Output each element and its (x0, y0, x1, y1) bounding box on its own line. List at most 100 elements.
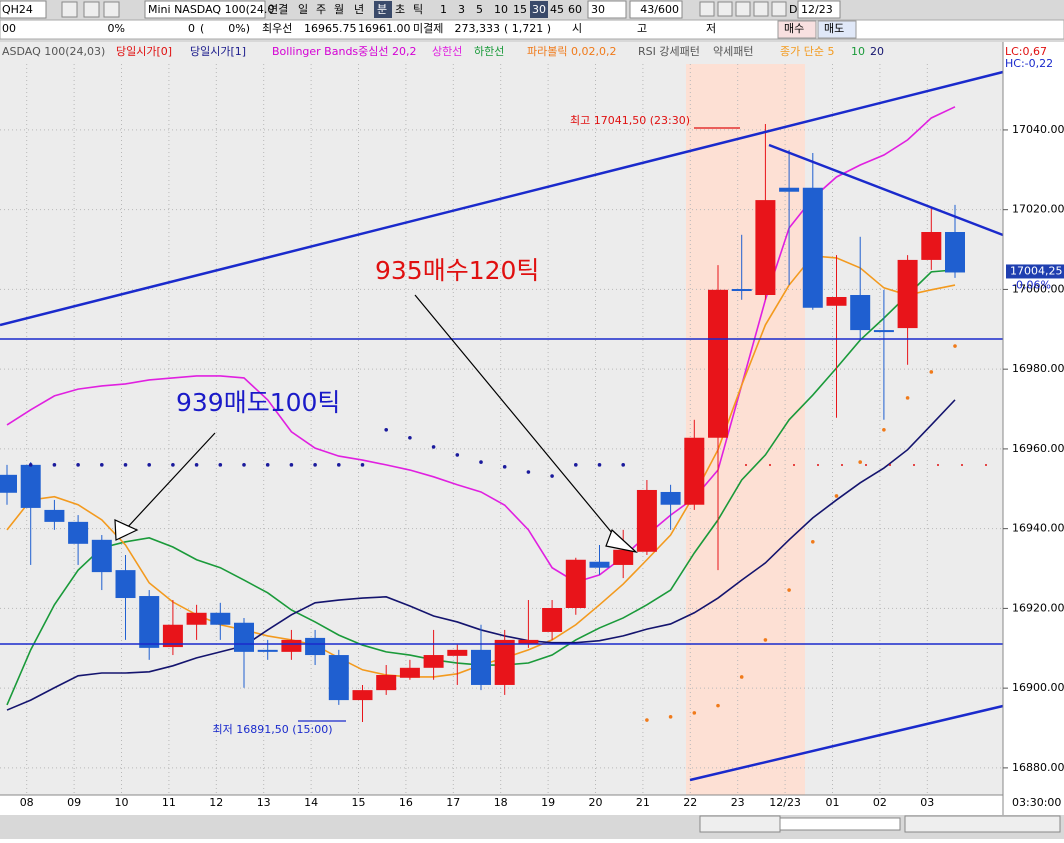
sell-button[interactable] (817, 20, 857, 39)
period-button[interactable]: 주 (316, 3, 326, 16)
quote-pct2: 0%) (228, 22, 250, 35)
y-tick-label: 16980.00 (1012, 362, 1064, 375)
icon[interactable] (753, 1, 769, 17)
x-tick-label: 15 (352, 796, 366, 809)
buy-label[interactable]: 매수 (784, 22, 804, 35)
arrow-head (114, 519, 638, 554)
count-box (629, 0, 683, 19)
sell-label[interactable]: 매도 (824, 22, 844, 35)
legend-entry: 10 (851, 45, 865, 58)
x-tick-label: 21 (636, 796, 650, 809)
y-tick-label: 17040.00 (1012, 123, 1064, 136)
d-flag[interactable]: D (789, 3, 797, 16)
parabolic-dot (668, 715, 673, 719)
icon[interactable] (699, 1, 715, 17)
last-price: 17004,25 (1010, 264, 1063, 277)
toolbar: QH24 Mini NASDAQ 100(24.0 30 43/600 D 12… (0, 0, 1064, 40)
interval-button[interactable]: 60 (568, 3, 582, 16)
parabolic-dot (645, 718, 649, 722)
search-icon[interactable] (61, 1, 78, 18)
drawings (0, 70, 1004, 782)
candle-body (826, 296, 847, 306)
parabolic-dot (787, 588, 791, 592)
period-button[interactable]: 분 (377, 3, 387, 16)
legend-entry: 하한선 (474, 44, 504, 58)
scroll-buttons[interactable] (699, 815, 781, 833)
interval-button[interactable]: 45 (550, 3, 564, 16)
session-shade (686, 64, 805, 795)
parabolic-dot (360, 463, 365, 467)
candle-body (613, 549, 634, 565)
x-tick-label: 10 (115, 796, 129, 809)
icon[interactable] (103, 1, 120, 18)
period-button[interactable]: 초 (395, 3, 405, 16)
candle-body (162, 624, 183, 648)
date[interactable]: 12/23 (801, 3, 833, 16)
y-tick-label: 17000.00 (1012, 282, 1064, 295)
icon[interactable] (83, 1, 100, 18)
period-button[interactable]: 월 (334, 3, 344, 16)
candle-body (518, 639, 539, 644)
y-tick-label: 16900.00 (1012, 681, 1064, 694)
x-tick-label: 16 (399, 796, 413, 809)
interval-button[interactable]: 1 (440, 3, 447, 16)
interval-button[interactable]: 3 (458, 3, 465, 16)
parabolic-dot (716, 703, 720, 708)
period-button[interactable]: 년 (354, 3, 364, 16)
period-button[interactable]: 연결 (268, 3, 288, 16)
period-button[interactable]: 틱 (413, 3, 423, 16)
interval-button[interactable]: 10 (494, 3, 508, 16)
best-label: 최우선 (262, 22, 292, 35)
buy-button[interactable] (777, 20, 817, 39)
candle-body (755, 200, 776, 295)
parabolic-dot (76, 463, 80, 467)
scrollbar[interactable] (779, 817, 901, 831)
candle-body (257, 649, 278, 652)
candle-body (68, 521, 89, 544)
date-box[interactable] (797, 0, 841, 19)
icon[interactable] (771, 1, 787, 17)
candle-body (708, 289, 728, 438)
candle-body (873, 330, 894, 333)
candle-body (565, 559, 586, 608)
low-note: 최저 16891,50 (15:00) (212, 723, 332, 736)
parabolic-dot (929, 370, 934, 374)
x-tick-label: 17 (446, 796, 460, 809)
legend-entry: 20 (870, 45, 884, 58)
parabolic-dot (100, 463, 104, 467)
interval-button[interactable]: 5 (476, 3, 483, 16)
parabolic-dot (574, 463, 578, 467)
icon[interactable] (735, 1, 751, 17)
icon[interactable] (717, 1, 733, 17)
x-tick-label: 14 (304, 796, 318, 809)
x-tick-label: 22 (683, 796, 697, 809)
interval-input-box[interactable] (587, 0, 627, 19)
quote-code: 00 (2, 22, 16, 35)
quote-paren: ( (200, 22, 204, 35)
interval-input[interactable]: 30 (591, 3, 605, 16)
x-tick-label: 08 (20, 796, 34, 809)
candle-body (328, 655, 349, 701)
high-label: 고 (637, 22, 647, 35)
symbol-box[interactable] (0, 0, 47, 19)
parabolic-dot (218, 463, 223, 467)
hc: HC:-0,22 (1005, 57, 1053, 70)
candle-body (376, 674, 397, 691)
lc: LC:0,67 (1005, 45, 1047, 58)
candle-body (897, 259, 918, 329)
interval-button[interactable]: 15 (513, 3, 527, 16)
interval-button[interactable]: 30 (532, 3, 546, 16)
zoom-buttons[interactable] (904, 815, 1061, 833)
parabolic-dot (597, 463, 602, 467)
parabolic-dot (313, 463, 317, 467)
interval-selected[interactable] (530, 1, 548, 18)
legend-entry: 약세패턴 (713, 44, 753, 58)
symbol[interactable]: QH24 (2, 3, 33, 16)
best-ask: 16965.75 (304, 22, 357, 35)
y-tick-label: 16940.00 (1012, 522, 1064, 535)
parabolic-dot (479, 460, 483, 464)
period-selected[interactable] (374, 1, 392, 18)
parabolic-dot (502, 465, 507, 469)
x-tick-label: 03 (920, 796, 934, 809)
period-button[interactable]: 일 (298, 2, 308, 16)
